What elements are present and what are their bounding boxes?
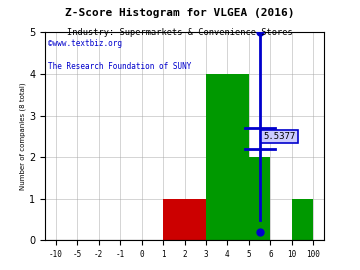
Y-axis label: Number of companies (8 total): Number of companies (8 total) <box>20 83 26 190</box>
Text: 5.5377: 5.5377 <box>264 132 296 141</box>
Text: The Research Foundation of SUNY: The Research Foundation of SUNY <box>48 62 191 70</box>
Text: Z-Score Histogram for VLGEA (2016): Z-Score Histogram for VLGEA (2016) <box>65 8 295 18</box>
Text: Industry: Supermarkets & Convenience Stores: Industry: Supermarkets & Convenience Sto… <box>67 28 293 37</box>
Bar <box>249 157 270 240</box>
Bar <box>206 74 249 240</box>
Bar <box>292 199 313 240</box>
Bar <box>163 199 206 240</box>
Text: ©www.textbiz.org: ©www.textbiz.org <box>48 39 122 48</box>
